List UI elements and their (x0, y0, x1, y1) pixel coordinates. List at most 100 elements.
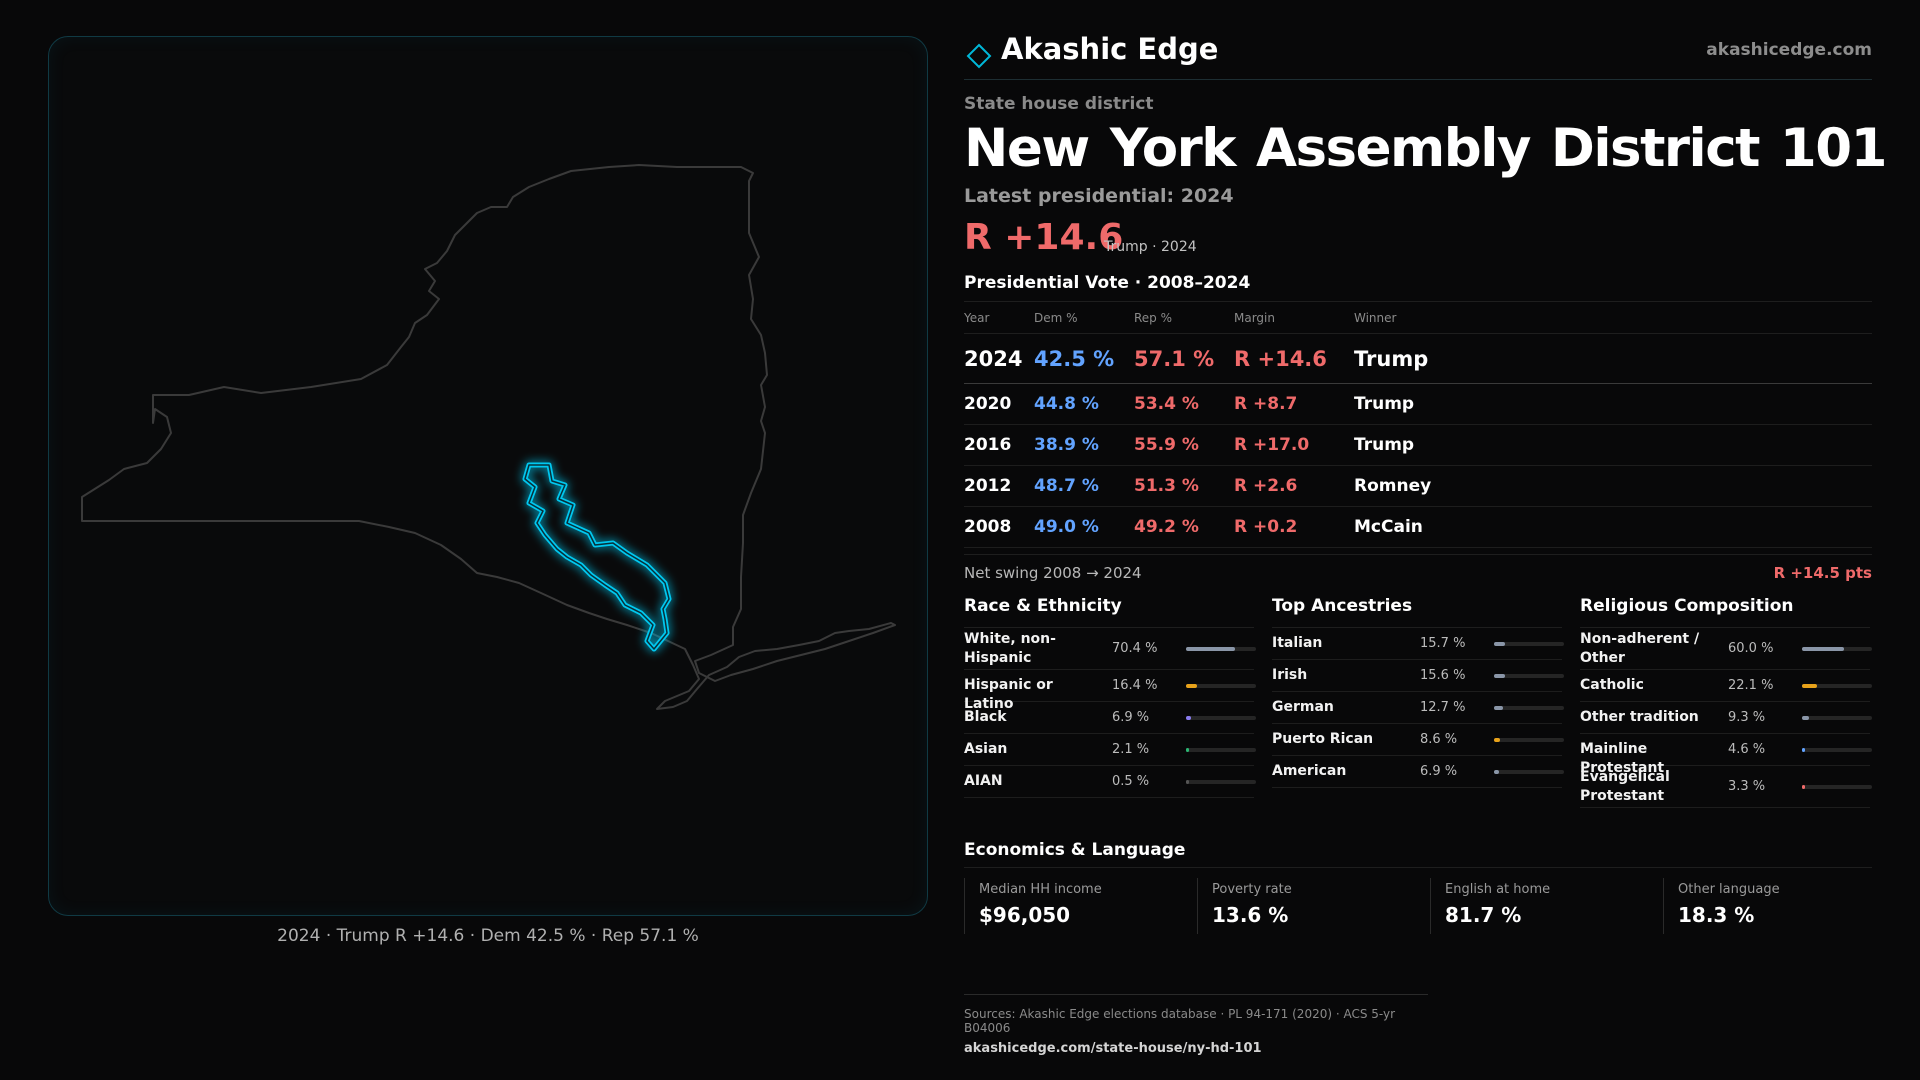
page-title: New York Assembly District 101 (964, 118, 1888, 179)
econ-stat-label: Poverty rate (1212, 882, 1292, 897)
cell-margin: R +2.6 (1234, 465, 1354, 507)
demographic-label: Other tradition (1580, 709, 1699, 725)
demographic-bar (1802, 647, 1872, 651)
demographic-value: 8.6 % (1420, 732, 1458, 747)
cell-dem: 44.8 % (1034, 383, 1134, 425)
demographic-row: Hispanic or Latino 16.4 % (964, 670, 1256, 712)
demographic-row: White, non-Hispanic 70.4 % (964, 628, 1256, 670)
table-row: 2016 38.9 % 55.9 % R +17.0 Trump (964, 424, 1872, 466)
net-swing-row: Net swing 2008 → 2024 R +14.5 pts (964, 554, 1872, 590)
cell-year: 2016 (964, 424, 1034, 466)
economics-row: Median HH income $96,050 Poverty rate 13… (964, 878, 1872, 944)
map-panel[interactable] (48, 36, 928, 916)
cell-winner: Trump (1354, 333, 1872, 384)
demographic-bar (1494, 642, 1564, 646)
econ-stat: Median HH income $96,050 (964, 878, 1184, 934)
net-swing-label: Net swing 2008 → 2024 (964, 564, 1142, 582)
demographic-bar-fill (1802, 716, 1809, 720)
demographic-bar-fill (1494, 674, 1505, 678)
cell-rep: 55.9 % (1134, 424, 1234, 466)
table-header-row: Year Dem % Rep % Margin Winner (964, 301, 1872, 334)
demographic-value: 0.5 % (1112, 774, 1150, 789)
demographic-label: Evangelical Protestant (1580, 769, 1670, 804)
demographic-bar (1186, 748, 1256, 752)
religion-title: Religious Composition (1580, 596, 1870, 628)
sources-footer: Sources: Akashic Edge elections database… (964, 994, 1428, 1056)
net-swing-value: R +14.5 pts (1773, 564, 1872, 582)
econ-stat-label: English at home (1445, 882, 1551, 897)
demographic-label: White, non-Hispanic (964, 631, 1056, 666)
demographics-columns: Race & Ethnicity White, non-Hispanic 70.… (964, 596, 1872, 826)
demographic-bar (1186, 716, 1256, 720)
demographic-label: American (1272, 763, 1347, 779)
demographic-value: 3.3 % (1728, 779, 1766, 794)
presidential-vote-table: Year Dem % Rep % Margin Winner 2024 42.5… (964, 301, 1872, 548)
demographic-value: 4.6 % (1728, 742, 1766, 757)
ancestry-title: Top Ancestries (1272, 596, 1562, 628)
demographic-value: 15.6 % (1420, 668, 1466, 683)
cell-dem: 42.5 % (1034, 333, 1134, 384)
demographic-label: AIAN (964, 773, 1003, 789)
cell-winner: Trump (1354, 424, 1872, 466)
sources-text: Sources: Akashic Edge elections database… (964, 1007, 1396, 1035)
demographic-bar (1494, 738, 1564, 742)
column-header-rep: Rep % (1134, 301, 1234, 334)
column-header-dem: Dem % (1034, 301, 1134, 334)
cell-winner: Romney (1354, 465, 1872, 507)
demographic-bar (1802, 684, 1872, 688)
cell-dem: 38.9 % (1034, 424, 1134, 466)
hero-margin-subtitle: Trump · 2024 (1104, 239, 1197, 255)
demographic-value: 6.9 % (1112, 710, 1150, 725)
hero-margin-block: R +14.6 Trump · 2024 (964, 217, 1872, 261)
demographic-value: 2.1 % (1112, 742, 1150, 757)
presidential-section-title: Presidential Vote · 2008–2024 (964, 273, 1251, 293)
cell-rep: 51.3 % (1134, 465, 1234, 507)
demographic-bar (1494, 770, 1564, 774)
demographic-label: Italian (1272, 635, 1323, 651)
demographic-row: Black 6.9 % (964, 702, 1256, 734)
demographic-bar-fill (1186, 647, 1236, 651)
latest-presidential-label: Latest presidential: 2024 (964, 185, 1234, 207)
econ-stat-value: 81.7 % (1445, 903, 1522, 927)
econ-stat: Other language 18.3 % (1663, 878, 1883, 934)
cell-year: 2008 (964, 506, 1034, 548)
diamond-logo-icon (966, 43, 992, 69)
brand-site-link[interactable]: akashicedge.com (1706, 40, 1872, 60)
column-header-year: Year (964, 301, 1034, 334)
demographic-bar-fill (1802, 647, 1844, 651)
cell-year: 2020 (964, 383, 1034, 425)
demographic-row: German 12.7 % (1272, 692, 1564, 724)
econ-stat-value: 13.6 % (1212, 903, 1289, 927)
demographic-bar (1802, 785, 1872, 789)
demographic-value: 60.0 % (1728, 641, 1774, 656)
demographic-bar-fill (1494, 770, 1499, 774)
demographic-row: Catholic 22.1 % (1580, 670, 1872, 702)
demographic-value: 9.3 % (1728, 710, 1766, 725)
cell-margin: R +0.2 (1234, 506, 1354, 548)
source-url-link[interactable]: akashicedge.com/state-house/ny-hd-101 (964, 1041, 1262, 1056)
demographic-bar-fill (1186, 748, 1189, 752)
demographic-label: Non-adherent / Other (1580, 631, 1700, 666)
demographic-bar-fill (1494, 706, 1503, 710)
race-ethnicity-title: Race & Ethnicity (964, 596, 1254, 628)
column-header-margin: Margin (1234, 301, 1354, 334)
demographic-bar-fill (1186, 684, 1198, 688)
demographic-label: Puerto Rican (1272, 731, 1374, 747)
assembly-district-101-highlight[interactable] (522, 462, 672, 652)
demographic-label: Irish (1272, 667, 1308, 683)
cell-winner: McCain (1354, 506, 1872, 548)
demographic-bar (1802, 716, 1872, 720)
demographic-bar (1494, 674, 1564, 678)
hero-margin-value: R +14.6 (964, 217, 1124, 258)
demographic-value: 22.1 % (1728, 678, 1774, 693)
cell-margin: R +17.0 (1234, 424, 1354, 466)
district-inner-outline (524, 464, 670, 650)
demographic-label: Catholic (1580, 677, 1644, 693)
economics-title: Economics & Language (964, 840, 1872, 868)
table-row: 2024 42.5 % 57.1 % R +14.6 Trump (964, 333, 1872, 384)
demographic-row: American 6.9 % (1272, 756, 1564, 788)
demographic-row: Asian 2.1 % (964, 734, 1256, 766)
cell-rep: 53.4 % (1134, 383, 1234, 425)
demographic-row: Evangelical Protestant 3.3 % (1580, 766, 1872, 808)
brand-name: Akashic Edge (1001, 32, 1219, 66)
